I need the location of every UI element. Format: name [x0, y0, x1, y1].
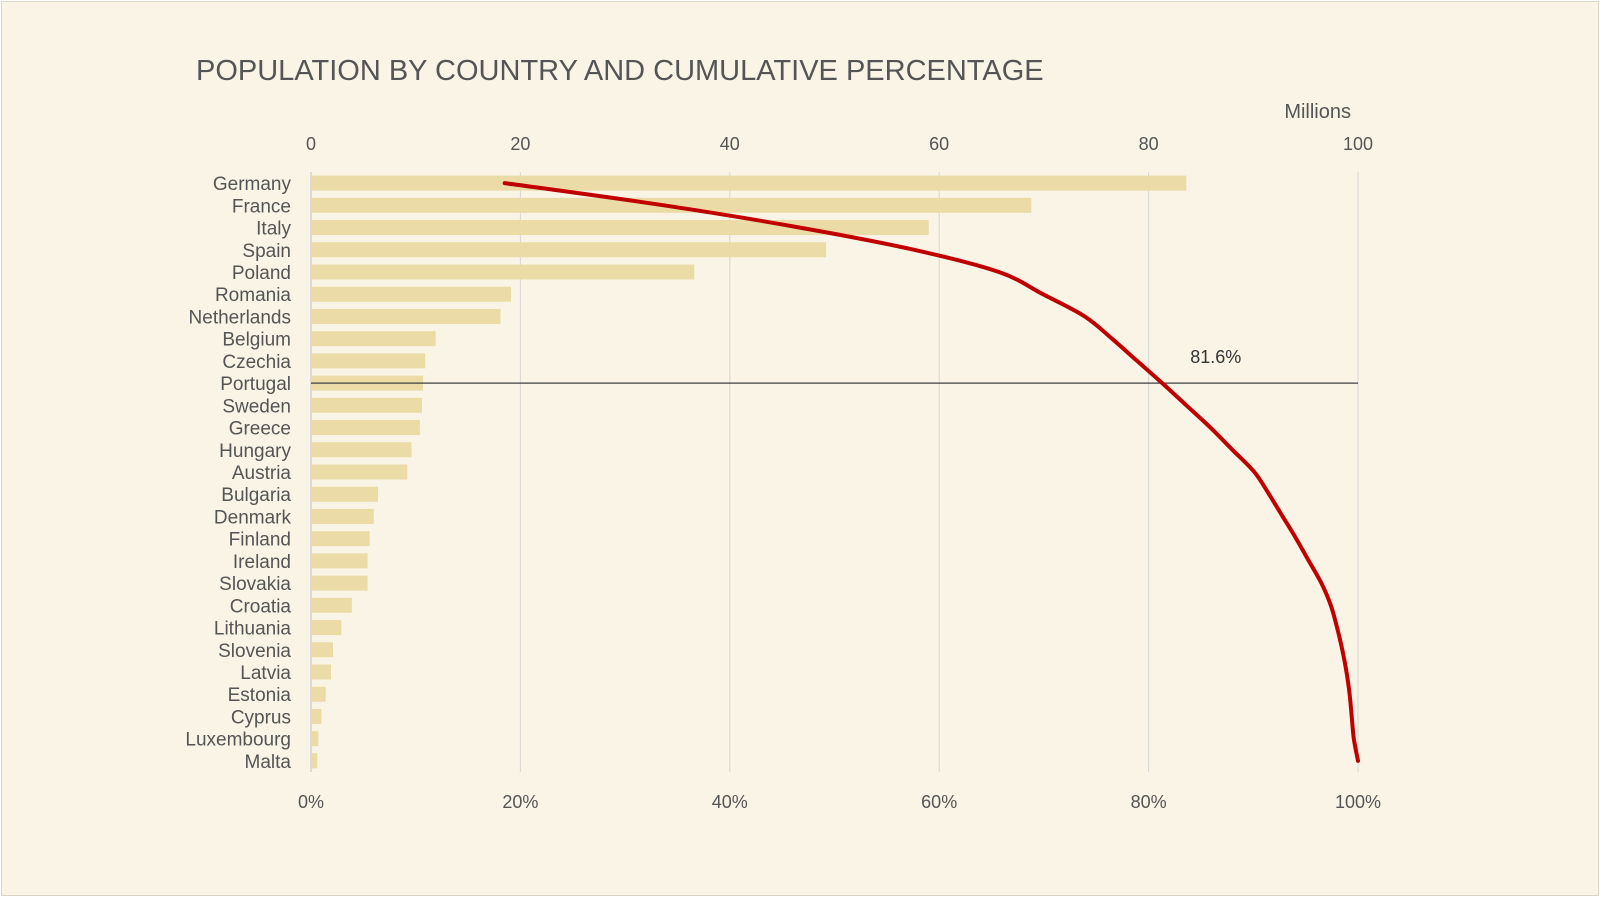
- primary-tick-label: 80: [1139, 134, 1159, 154]
- category-label: Sweden: [222, 396, 291, 417]
- category-label: Germany: [213, 174, 292, 195]
- bar-ireland: [311, 553, 368, 569]
- secondary-tick-label: 20%: [502, 792, 538, 812]
- primary-axis-unit-label: Millions: [1284, 101, 1351, 123]
- bar-estonia: [311, 686, 326, 702]
- category-label: Belgium: [222, 330, 291, 351]
- bar-croatia: [311, 597, 352, 613]
- category-label: Lithuania: [214, 619, 292, 640]
- category-label: Denmark: [214, 507, 292, 528]
- bar-belgium: [311, 331, 436, 347]
- category-label: Malta: [245, 752, 292, 773]
- bar-latvia: [311, 664, 331, 680]
- bar-slovenia: [311, 642, 333, 658]
- category-label: Bulgaria: [221, 485, 291, 506]
- bar-sweden: [311, 397, 422, 413]
- chart-title: POPULATION BY COUNTRY AND CUMULATIVE PER…: [196, 55, 1044, 87]
- bar-austria: [311, 464, 408, 480]
- secondary-tick-label: 80%: [1131, 792, 1167, 812]
- bar-luxembourg: [311, 731, 319, 747]
- category-label: Luxembourg: [185, 730, 291, 751]
- category-label: Hungary: [219, 441, 291, 462]
- bar-romania: [311, 286, 511, 302]
- category-label: Finland: [229, 530, 291, 551]
- bar-malta: [311, 753, 318, 769]
- primary-tick-label: 60: [929, 134, 949, 154]
- category-label: Poland: [232, 263, 291, 284]
- bar-czechia: [311, 353, 426, 369]
- secondary-axis-ticks: 0% 20% 40% 60% 80% 100%: [298, 792, 1381, 812]
- bars: [311, 175, 1187, 769]
- primary-axis-ticks: 0 20 40 60 80 100: [306, 134, 1373, 154]
- category-labels: GermanyFranceItalySpainPolandRomaniaNeth…: [185, 174, 291, 773]
- secondary-tick-label: 40%: [712, 792, 748, 812]
- primary-tick-label: 20: [510, 134, 530, 154]
- bar-germany: [311, 175, 1187, 191]
- category-label: Cyprus: [231, 707, 291, 728]
- category-label: Romania: [215, 285, 291, 306]
- secondary-tick-label: 100%: [1335, 792, 1381, 812]
- secondary-tick-label: 60%: [921, 792, 957, 812]
- category-label: Czechia: [222, 352, 291, 373]
- bar-finland: [311, 531, 370, 547]
- primary-tick-label: 100: [1343, 134, 1373, 154]
- category-label: Greece: [229, 419, 291, 440]
- cumulative-line: [502, 181, 1360, 763]
- cumulative-line-group: [502, 181, 1360, 763]
- category-label: Austria: [232, 463, 292, 484]
- category-label: Croatia: [230, 596, 292, 617]
- category-label: France: [232, 196, 291, 217]
- bar-slovakia: [311, 575, 368, 591]
- bar-spain: [311, 242, 827, 258]
- category-label: Slovakia: [219, 574, 291, 595]
- category-label: Latvia: [240, 663, 291, 684]
- gridlines: [310, 172, 1359, 772]
- category-label: Portugal: [220, 374, 291, 395]
- category-label: Estonia: [228, 685, 292, 706]
- bar-lithuania: [311, 620, 342, 636]
- bar-poland: [311, 264, 695, 280]
- reference-line-group: 81.6%: [311, 347, 1358, 384]
- bar-bulgaria: [311, 486, 379, 502]
- primary-tick-label: 40: [720, 134, 740, 154]
- primary-tick-label: 0: [306, 134, 316, 154]
- bar-greece: [311, 420, 420, 436]
- category-label: Spain: [242, 241, 291, 262]
- category-label: Netherlands: [189, 307, 291, 328]
- category-label: Italy: [256, 219, 291, 240]
- bar-hungary: [311, 442, 412, 458]
- bar-denmark: [311, 508, 374, 524]
- secondary-tick-label: 0%: [298, 792, 324, 812]
- bar-cyprus: [311, 708, 322, 724]
- category-label: Ireland: [233, 552, 291, 573]
- category-label: Slovenia: [218, 641, 291, 662]
- bar-netherlands: [311, 308, 501, 324]
- reference-line-label: 81.6%: [1190, 347, 1241, 367]
